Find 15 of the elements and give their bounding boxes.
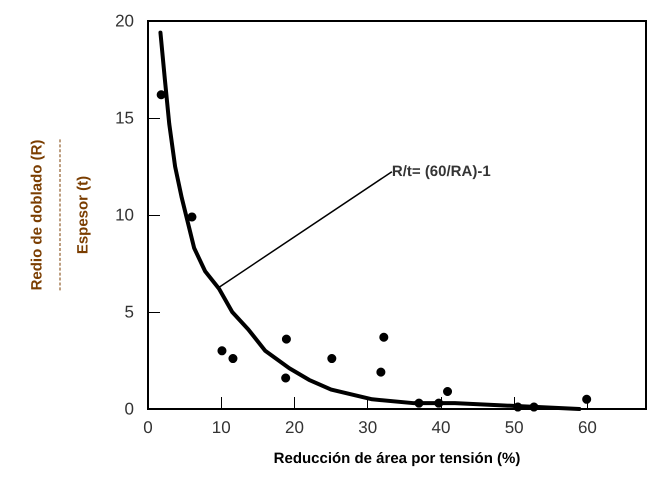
x-tick-label: 40 xyxy=(431,418,450,437)
annotation: R/t= (60/RA)-1 xyxy=(392,163,491,180)
y-tick-label: 5 xyxy=(124,302,134,322)
x-tick-label: 10 xyxy=(212,418,231,437)
x-tick-label: 0 xyxy=(143,418,153,437)
text: Redio de doblado (R) Espesor (t) xyxy=(28,140,92,290)
x-axis-title: Reducción de área por tensión (%) xyxy=(274,450,520,467)
y-tick-label: 15 xyxy=(115,108,134,128)
y-tick-label: 10 xyxy=(115,206,134,224)
y-tick-label: 0 xyxy=(124,400,134,418)
x-tick-label: 60 xyxy=(578,418,597,437)
x-tick-label: 50 xyxy=(504,418,524,437)
y-tick-label: 20 xyxy=(115,12,134,30)
x-tick-label: 30 xyxy=(358,418,378,437)
x-tick-label: 20 xyxy=(285,418,304,437)
